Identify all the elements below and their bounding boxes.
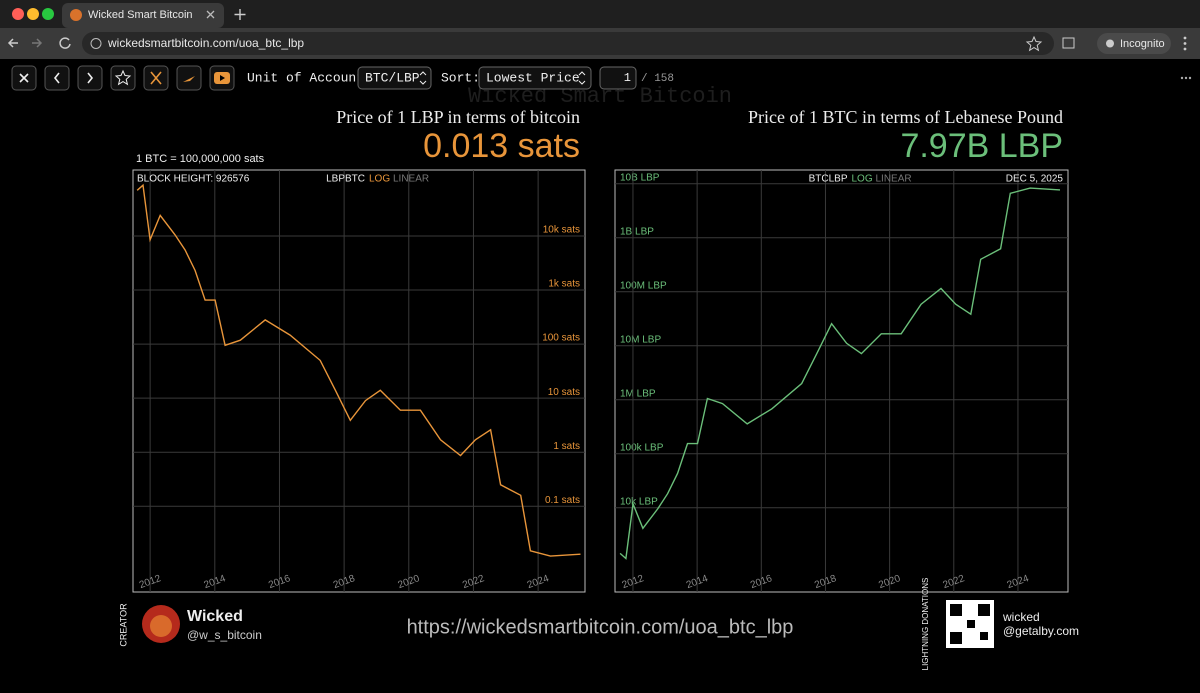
y-tick-label: 100k LBP: [620, 442, 664, 453]
y-tick-label: 100 sats: [542, 333, 580, 344]
prev-button[interactable]: [44, 65, 70, 91]
page-total: / 158: [641, 73, 674, 85]
qr-finder: [950, 632, 962, 644]
y-tick-label: 10 sats: [548, 387, 580, 398]
legend-series: LBPBTC: [326, 174, 365, 185]
chart-title: Price of 1 BTC in terms of Lebanese Poun…: [748, 107, 1063, 127]
avatar-face: [150, 615, 172, 637]
y-tick-label: 1 sats: [553, 441, 580, 452]
y-tick-label: 10M LBP: [620, 334, 661, 345]
favicon: [70, 9, 82, 21]
qr-module: [980, 632, 988, 640]
star-icon: [114, 69, 132, 86]
x-icon: [150, 71, 162, 85]
page-link[interactable]: https://wickedsmartbitcoin.com/uoa_btc_l…: [407, 616, 794, 638]
chart-title: Price of 1 LBP in terms of bitcoin: [336, 107, 580, 127]
url: wickedsmartbitcoin.com/uoa_btc_lbp: [107, 36, 304, 50]
price-line: [619, 187, 1061, 560]
chart-date: DEC 5, 2025: [1006, 174, 1064, 185]
more-dot: [1184, 76, 1188, 80]
select-arrows: [578, 71, 586, 85]
nostr-icon: [183, 76, 195, 82]
qr-finder: [978, 604, 990, 616]
close-window[interactable]: [12, 8, 24, 20]
y-tick-label: 100M LBP: [620, 280, 667, 291]
sort-value: Lowest Price: [486, 70, 580, 85]
headline: 7.97B LBP: [900, 127, 1063, 165]
y-tick-label: 1M LBP: [620, 388, 656, 399]
tab-title: Wicked Smart Bitcoin: [88, 9, 193, 21]
unit-label: Unit of Account:: [247, 70, 372, 85]
more-dot: [1188, 76, 1192, 80]
prev-icon: [53, 72, 60, 84]
bookmark[interactable]: [1025, 35, 1043, 52]
y-tick-label: 10B LBP: [620, 172, 660, 183]
headline: 0.013 sats: [423, 127, 580, 165]
tab[interactable]: [62, 3, 224, 28]
unit-value: BTC/LBP: [365, 70, 420, 85]
price-line: [136, 183, 581, 557]
creator-label: CREATOR: [118, 603, 128, 647]
content: [0, 59, 1200, 693]
site-info[interactable]: [90, 38, 102, 49]
new-tab[interactable]: [234, 9, 246, 20]
forward[interactable]: [32, 38, 43, 48]
tab-close[interactable]: [206, 10, 215, 19]
scale-option[interactable]: LOG: [852, 174, 873, 185]
scale-option[interactable]: LOG: [369, 174, 390, 185]
donation-name: wicked: [1002, 610, 1040, 624]
y-tick-label: 0.1 sats: [545, 495, 580, 506]
qr-module: [967, 620, 975, 628]
page-input[interactable]: [599, 66, 637, 90]
legend-series: BTCLBP: [809, 174, 848, 185]
profile: Incognito: [1120, 38, 1165, 50]
donation-address: @getalby.com: [1003, 624, 1079, 638]
maximize-window[interactable]: [42, 8, 54, 20]
next-icon: [87, 72, 94, 84]
reload[interactable]: [59, 37, 71, 49]
toolbar: Unit of Account: BTC/LBP Sort: Lowest Pr…: [11, 65, 1192, 91]
extensions[interactable]: [1062, 37, 1075, 49]
menu-dot: [1183, 47, 1187, 51]
plot-frame: [614, 169, 1069, 593]
incognito-icon: [1106, 39, 1114, 48]
y-tick-label: 1B LBP: [620, 226, 654, 237]
next-button[interactable]: [77, 65, 103, 91]
scale-option[interactable]: LINEAR: [876, 174, 912, 185]
qr-finder: [950, 604, 962, 616]
unit-select[interactable]: [357, 66, 432, 90]
creator-handle: @w_s_bitcoin: [187, 628, 262, 642]
menu-dot: [1183, 42, 1187, 45]
select-arrows: [419, 71, 427, 85]
play-icon: [220, 75, 225, 81]
close-icon: [19, 73, 29, 83]
subtitle: 1 BTC = 100,000,000 sats: [136, 153, 265, 165]
sort-label: Sort:: [441, 70, 480, 85]
sort-select[interactable]: [478, 66, 592, 90]
plot-frame: [132, 169, 586, 593]
omnibox[interactable]: [82, 32, 1054, 55]
more[interactable]: [1180, 76, 1184, 80]
y-tick-label: 10k LBP: [620, 496, 658, 507]
y-tick-label: 1k sats: [548, 279, 580, 290]
back[interactable]: [7, 38, 18, 48]
page-number: 1: [624, 71, 631, 85]
minimize-window[interactable]: [27, 8, 39, 20]
favorite-button[interactable]: [110, 65, 136, 91]
scale-option[interactable]: LINEAR: [393, 174, 429, 185]
menu[interactable]: [1183, 36, 1187, 40]
incognito-chip[interactable]: [1097, 33, 1171, 54]
y-tick-label: 10k sats: [543, 225, 580, 236]
nostr-button[interactable]: [176, 65, 202, 91]
donation-label: LIGHTNING DONATIONS: [921, 578, 930, 671]
block-height: BLOCK HEIGHT: 926576: [137, 174, 250, 185]
creator-name: Wicked: [187, 608, 243, 625]
